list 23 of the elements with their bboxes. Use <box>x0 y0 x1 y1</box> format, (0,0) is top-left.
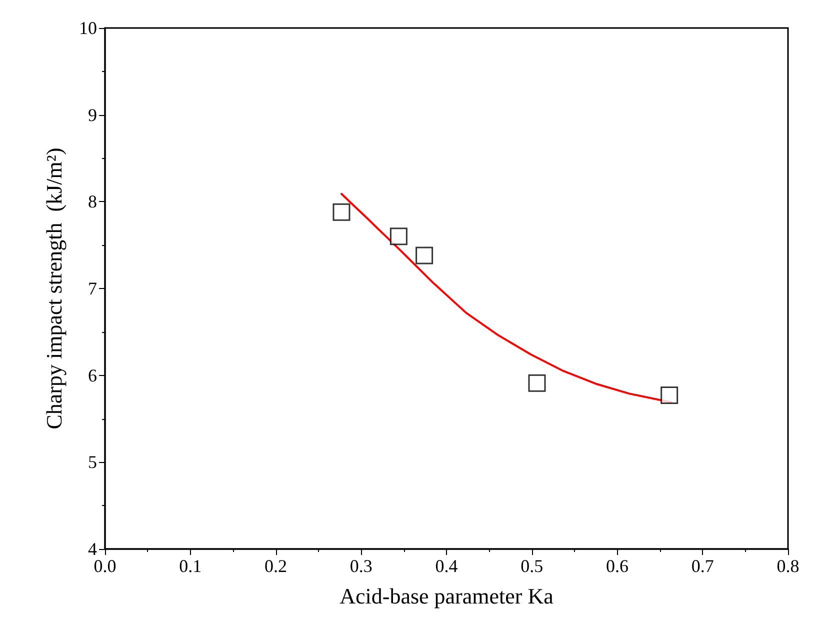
y-tick-label: 8 <box>88 192 97 212</box>
y-tick-label: 5 <box>88 452 97 472</box>
point <box>416 246 434 264</box>
x-tick-label: 0.2 <box>264 556 287 576</box>
point <box>528 374 546 392</box>
y-tick-label: 7 <box>88 278 97 298</box>
point <box>660 386 678 404</box>
x-tick-label: 0.8 <box>776 556 800 576</box>
x-tick-label: 0.0 <box>94 556 116 576</box>
y-tick-label: 10 <box>79 18 97 38</box>
point <box>332 203 350 221</box>
x-tick-label: 0.4 <box>435 556 458 576</box>
x-axis-title: Acid-base parameter Ka <box>340 584 554 608</box>
y-tick-label: 4 <box>88 539 97 559</box>
x-tick-label: 0.6 <box>606 556 628 576</box>
y-tick-label: 9 <box>88 104 97 125</box>
x-tick-label: 0.1 <box>179 556 202 576</box>
y-tick-label: 6 <box>88 365 97 386</box>
x-tick-label: 0.5 <box>520 556 544 576</box>
x-tick-label: 0.3 <box>350 556 372 576</box>
point <box>390 228 408 246</box>
x-tick-label: 0.7 <box>691 556 714 576</box>
y-axis-title: Charpy impact strength (kJ/m²) <box>42 148 66 430</box>
